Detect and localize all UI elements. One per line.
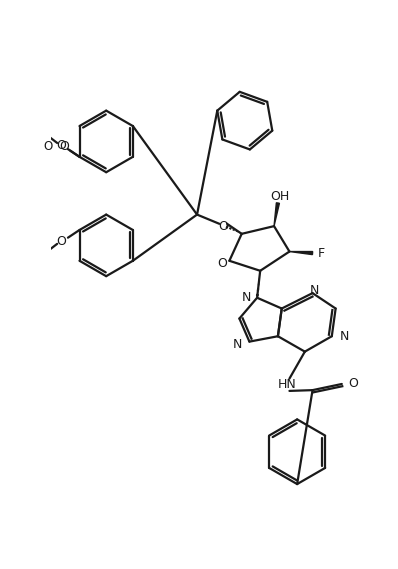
- Text: O: O: [218, 220, 228, 233]
- Text: N: N: [242, 291, 251, 304]
- Polygon shape: [289, 251, 313, 254]
- Text: OH: OH: [271, 191, 290, 203]
- Polygon shape: [274, 203, 279, 226]
- Text: O: O: [59, 141, 69, 153]
- Text: HN: HN: [278, 378, 297, 391]
- Text: O: O: [56, 235, 66, 248]
- Text: N: N: [309, 283, 319, 296]
- Text: O: O: [348, 377, 358, 390]
- Text: O: O: [218, 257, 227, 270]
- Text: N: N: [232, 338, 242, 351]
- Text: O: O: [43, 141, 53, 153]
- Text: N: N: [339, 330, 349, 343]
- Text: O: O: [56, 139, 66, 152]
- Text: F: F: [318, 246, 325, 259]
